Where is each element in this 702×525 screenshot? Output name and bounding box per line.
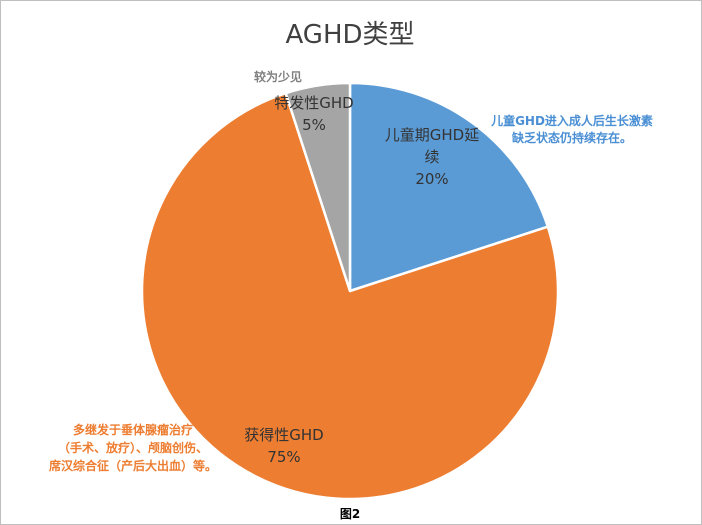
slice-name-0: 续: [424, 148, 439, 166]
pie-slice-2: [284, 81, 352, 293]
annotation-acquired: 多继发于垂体腺瘤治疗 （手术、放疗）、颅脑创伤、 席汉综合征（产后大出血）等。: [28, 421, 238, 475]
annotation-childhood: 儿童GHD进入成人后生长激素 缺乏状态仍持续存在。: [472, 113, 672, 147]
pie-slice-0: [348, 81, 550, 293]
slice-label-1: 获得性GHD 75%: [244, 426, 323, 466]
annotation-childhood-line-2: 缺乏状态仍持续存在。: [511, 131, 632, 145]
slice-name-0: 儿童期GHD延: [385, 126, 479, 144]
chart-title: AGHD类型: [285, 20, 415, 50]
slice-label-0: 儿童期GHD延续 20%: [385, 126, 479, 188]
figure-caption: 图2: [339, 507, 361, 521]
annotation-acquired-line-1: 多继发于垂体腺瘤治疗: [72, 423, 193, 437]
slice-name-2: 特发性GHD: [274, 94, 353, 112]
slice-label-2: 特发性GHD 5%: [274, 94, 353, 134]
slice-value-1: 75%: [267, 448, 300, 466]
annotation-acquired-line-3: 席汉综合征（产后大出血）等。: [48, 459, 217, 473]
slice-name-1: 获得性GHD: [244, 426, 323, 444]
annotation-idiopathic: 较为少见: [254, 70, 303, 84]
annotation-acquired-line-2: （手术、放疗）、颅脑创伤、: [57, 441, 208, 455]
annotation-childhood-line-1: 儿童GHD进入成人后生长激素: [491, 114, 653, 128]
pie-slice-1: [140, 91, 560, 501]
slice-value-2: 5%: [302, 116, 326, 134]
slice-value-0: 20%: [415, 170, 448, 188]
